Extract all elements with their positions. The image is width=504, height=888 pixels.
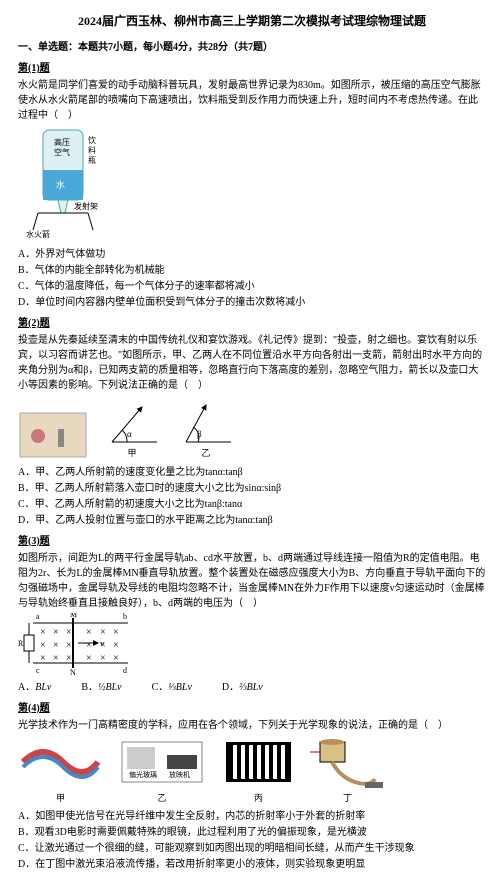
q4-fig-3: 丙	[221, 792, 296, 806]
q3-opt-c: C．⅓BLv	[152, 680, 192, 695]
svg-text:×: ×	[40, 640, 46, 651]
q4-opt-a: A．如图甲使光信号在光导纤维中发生全反射，内芯的折射率小于外套的折射率	[18, 809, 486, 824]
q2-stem: 投壶是从先秦延续至清末的中国传统礼仪和宴饮游戏。《礼记传》提到："投壶，射之细也…	[18, 333, 486, 393]
q3-opt-b: B．½BLv	[81, 680, 121, 695]
q4-opt-d: D．在丁图中激光束沿液流传播，若改用折射率更小的液体，则实验现象更明显	[18, 857, 486, 872]
q3-figure: R M N v a b c d ×××××× ×××××× ××××××	[18, 613, 486, 678]
q4-options: A．如图甲使光信号在光导纤维中发生全反射，内芯的折射率小于外套的折射率 B．观看…	[18, 809, 486, 872]
q1-opt-c: C．气体的温度降低，每一个气体分子的速率都将减小	[18, 279, 486, 294]
q1-figure: 高压 空气 饮 料 瓶 水 发射架 水火箭	[18, 125, 486, 245]
svg-text:×: ×	[66, 640, 72, 651]
q2-fig-jia: 甲	[102, 447, 162, 461]
svg-text:M: M	[70, 613, 77, 619]
svg-text:×: ×	[66, 627, 72, 638]
svg-text:×: ×	[66, 653, 72, 664]
q2-figure: α 甲 β 乙	[18, 397, 486, 461]
svg-text:料: 料	[88, 145, 96, 155]
q1-opt-d: D．单位时间内容器内壁单位面积受到气体分子的撞击次数将减小	[18, 295, 486, 310]
q3-R: R	[18, 639, 24, 648]
q4-opt-c: C．让激光通过一个很细的缝，可能观察到如丙图出现的明暗相间长缝，从而产生干涉现象	[18, 841, 486, 856]
q4-head: 第(4)题	[18, 701, 486, 716]
svg-text:b: b	[123, 613, 127, 621]
q4-fig-1: 甲	[18, 792, 103, 806]
q2-opt-b: B．甲、乙两人所射箭落入壶口时的速度大小之比为sinα:sinβ	[18, 481, 486, 496]
q1-options: A．外界对气体做功 B．气体的内能全部转化为机械能 C．气体的温度降低，每一个气…	[18, 247, 486, 310]
svg-text:×: ×	[53, 640, 59, 651]
svg-text:×: ×	[86, 653, 92, 664]
svg-text:×: ×	[100, 640, 106, 651]
q2-opt-c: C．甲、乙两人所射箭的初速度大小之比为tanβ:tanα	[18, 497, 486, 512]
q4-stem: 光学技术作为一门高精密度的学科，应用在各个领域，下列关于光学现象的说法，正确的是…	[18, 718, 486, 733]
q4-figure: 甲 偏光玻璃 放映机 乙 丙 丁	[18, 737, 486, 806]
section-1-head: 一、单选题：本题共7小题，每小题4分，共28分（共7题）	[18, 40, 486, 55]
svg-text:×: ×	[86, 627, 92, 638]
q4-opt-b: B．观看3D电影时需要佩戴特殊的眼镜，此过程利用了光的偏振现象，是光横波	[18, 825, 486, 840]
q2-opt-d: D．甲、乙两人投射位置与壶口的水平距离之比为tanα:tanβ	[18, 513, 486, 528]
q3-head: 第(3)题	[18, 534, 486, 549]
page-title: 2024届广西玉林、柳州市高三上学期第二次模拟考试理综物理试题	[18, 12, 486, 30]
svg-text:×: ×	[40, 627, 46, 638]
svg-text:×: ×	[113, 627, 119, 638]
svg-text:×: ×	[40, 653, 46, 664]
q3-opt-d: D．⅔BLv	[222, 680, 263, 695]
svg-text:×: ×	[86, 640, 92, 651]
q4-fig-4: 丁	[310, 792, 385, 806]
svg-text:瓶: 瓶	[88, 155, 96, 165]
q1-opt-b: B．气体的内能全部转化为机械能	[18, 263, 486, 278]
svg-text:高压: 高压	[54, 137, 70, 147]
q2-options: A．甲、乙两人所射箭的速度变化量之比为tanα:tanβ B．甲、乙两人所射箭落…	[18, 465, 486, 528]
q3-opt-a: A．BLv	[18, 680, 51, 695]
svg-text:×: ×	[113, 640, 119, 651]
svg-text:偏光玻璃: 偏光玻璃	[129, 770, 157, 779]
svg-text:×: ×	[100, 627, 106, 638]
q2-fig-yi: 乙	[176, 447, 236, 461]
svg-text:N: N	[70, 668, 76, 677]
q3-stem: 如图所示，间距为L的两平行金属导轨ab、cd水平放置，b、d两端通过导线连接一阻…	[18, 551, 486, 611]
svg-text:饮: 饮	[88, 135, 96, 145]
svg-text:×: ×	[113, 653, 119, 664]
svg-text:×: ×	[100, 653, 106, 664]
svg-text:×: ×	[53, 627, 59, 638]
svg-text:c: c	[36, 666, 40, 675]
svg-text:×: ×	[53, 653, 59, 664]
q1-head: 第(1)题	[18, 61, 486, 76]
svg-text:d: d	[123, 666, 127, 675]
q2-head: 第(2)题	[18, 316, 486, 331]
svg-text:水: 水	[56, 179, 65, 190]
q2-opt-a: A．甲、乙两人所射箭的速度变化量之比为tanα:tanβ	[18, 465, 486, 480]
q3-options: A．BLv B．½BLv C．⅓BLv D．⅔BLv	[18, 680, 486, 695]
q1-opt-a: A．外界对气体做功	[18, 247, 486, 262]
svg-text:水火箭: 水火箭	[26, 229, 50, 239]
q4-fig-2: 乙	[117, 792, 207, 806]
svg-text:放映机: 放映机	[169, 770, 190, 779]
svg-text:发射架: 发射架	[74, 201, 98, 211]
q1-stem: 水火箭是同学们喜爱的动手动脑科普玩具，发射最高世界记录为830m。如图所示，被压…	[18, 78, 486, 123]
svg-text:β: β	[197, 429, 202, 439]
svg-text:空气: 空气	[54, 147, 70, 157]
svg-text:α: α	[127, 429, 132, 439]
svg-text:a: a	[36, 613, 40, 621]
